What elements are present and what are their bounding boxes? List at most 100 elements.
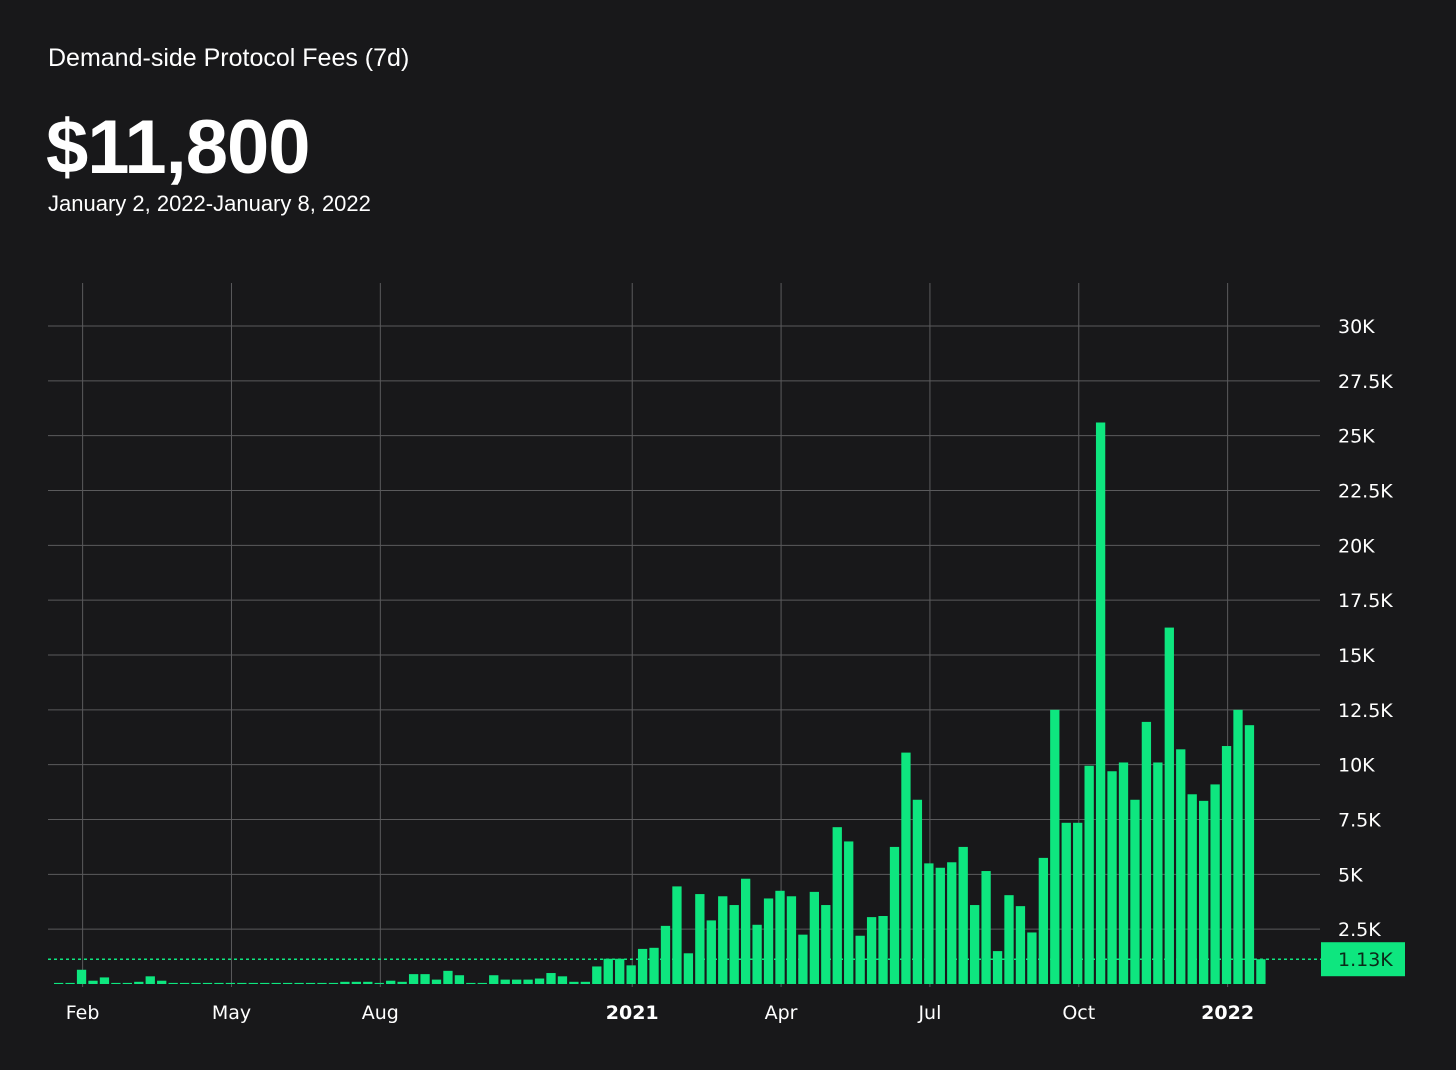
bar xyxy=(970,905,980,984)
bar xyxy=(134,981,144,984)
bar xyxy=(1199,800,1209,984)
bar xyxy=(924,863,934,984)
bar xyxy=(54,982,64,984)
bar xyxy=(191,982,201,984)
bar xyxy=(947,862,957,984)
bar xyxy=(546,973,556,984)
gridlines xyxy=(48,283,1320,987)
bar xyxy=(65,982,75,984)
bar xyxy=(1038,857,1048,984)
bar xyxy=(1256,959,1266,984)
bar xyxy=(592,966,602,984)
bar xyxy=(237,982,247,984)
bar xyxy=(1073,822,1083,984)
bar xyxy=(866,917,877,984)
bar xyxy=(832,827,842,984)
bar xyxy=(798,934,808,984)
bar xyxy=(454,975,465,984)
bar xyxy=(420,974,430,984)
bar xyxy=(626,965,636,984)
bar xyxy=(1130,799,1140,984)
y-tick-label: 15K xyxy=(1338,645,1375,667)
bar xyxy=(1153,762,1163,984)
bar xyxy=(878,916,888,984)
bar xyxy=(271,982,281,984)
y-tick-label: 10K xyxy=(1338,755,1375,777)
bar xyxy=(763,898,774,984)
bar xyxy=(363,981,373,984)
date-range: January 2, 2022-January 8, 2022 xyxy=(48,191,371,216)
bar xyxy=(569,981,579,984)
bar xyxy=(992,951,1003,984)
bar xyxy=(397,981,407,984)
x-tick-label: Jul xyxy=(917,1002,941,1024)
bar xyxy=(1233,709,1243,984)
bar xyxy=(431,979,442,984)
bar xyxy=(557,976,568,984)
bar xyxy=(523,979,533,984)
bar xyxy=(534,978,545,984)
bar xyxy=(844,841,854,984)
bar xyxy=(466,982,476,984)
bars xyxy=(54,422,1266,984)
bar xyxy=(729,905,739,984)
x-tick-label: Oct xyxy=(1062,1002,1095,1024)
bar xyxy=(500,979,510,984)
y-tick-label: 12.5K xyxy=(1338,700,1393,722)
bar xyxy=(683,953,694,984)
bar xyxy=(1050,709,1060,984)
bar xyxy=(981,871,991,984)
bar xyxy=(443,970,453,984)
bar xyxy=(901,752,911,984)
bar xyxy=(248,982,258,984)
bar xyxy=(615,958,625,984)
bar xyxy=(386,980,396,984)
bar xyxy=(706,920,716,984)
headline-value: $11,800 xyxy=(46,105,311,190)
y-tick-label: 17.5K xyxy=(1338,590,1393,612)
bar xyxy=(649,947,659,984)
bar xyxy=(958,846,968,984)
y-tick-label: 30K xyxy=(1338,316,1375,338)
x-tick-label: Apr xyxy=(765,1002,798,1024)
bar xyxy=(1107,771,1117,984)
bar xyxy=(1084,765,1094,984)
bar xyxy=(775,890,785,984)
bar xyxy=(660,925,671,984)
bar xyxy=(99,977,110,984)
reference-badge xyxy=(1321,942,1405,977)
bar xyxy=(294,982,304,984)
x-tick-label: 2021 xyxy=(606,1002,659,1024)
bar xyxy=(603,958,613,984)
bar xyxy=(328,982,339,984)
bar xyxy=(1015,906,1026,984)
bar xyxy=(912,799,923,984)
bar xyxy=(637,948,648,984)
x-tick-label: Aug xyxy=(362,1002,399,1024)
bar xyxy=(202,982,213,984)
bar xyxy=(1221,746,1232,984)
y-tick-label: 27.5K xyxy=(1338,371,1393,393)
x-tick-label: Feb xyxy=(66,1002,100,1024)
bar xyxy=(283,982,293,984)
bar xyxy=(1141,721,1152,984)
bar xyxy=(1244,725,1255,984)
bar xyxy=(168,982,178,984)
x-tick-label: 2022 xyxy=(1201,1002,1254,1024)
bar xyxy=(672,886,682,984)
bar xyxy=(122,982,132,984)
bar xyxy=(695,894,705,984)
bar xyxy=(889,846,900,984)
y-tick-label: 5K xyxy=(1338,864,1363,886)
bar xyxy=(157,980,167,984)
y-tick-label: 25K xyxy=(1338,426,1375,448)
reference-marker: 1.13K xyxy=(48,942,1405,977)
bar xyxy=(718,896,728,984)
bar xyxy=(145,976,155,984)
y-tick-label: 20K xyxy=(1338,535,1375,557)
y-tick-label: 2.5K xyxy=(1338,919,1381,941)
bar xyxy=(1187,794,1197,984)
bar xyxy=(408,974,419,984)
bar xyxy=(809,891,819,984)
